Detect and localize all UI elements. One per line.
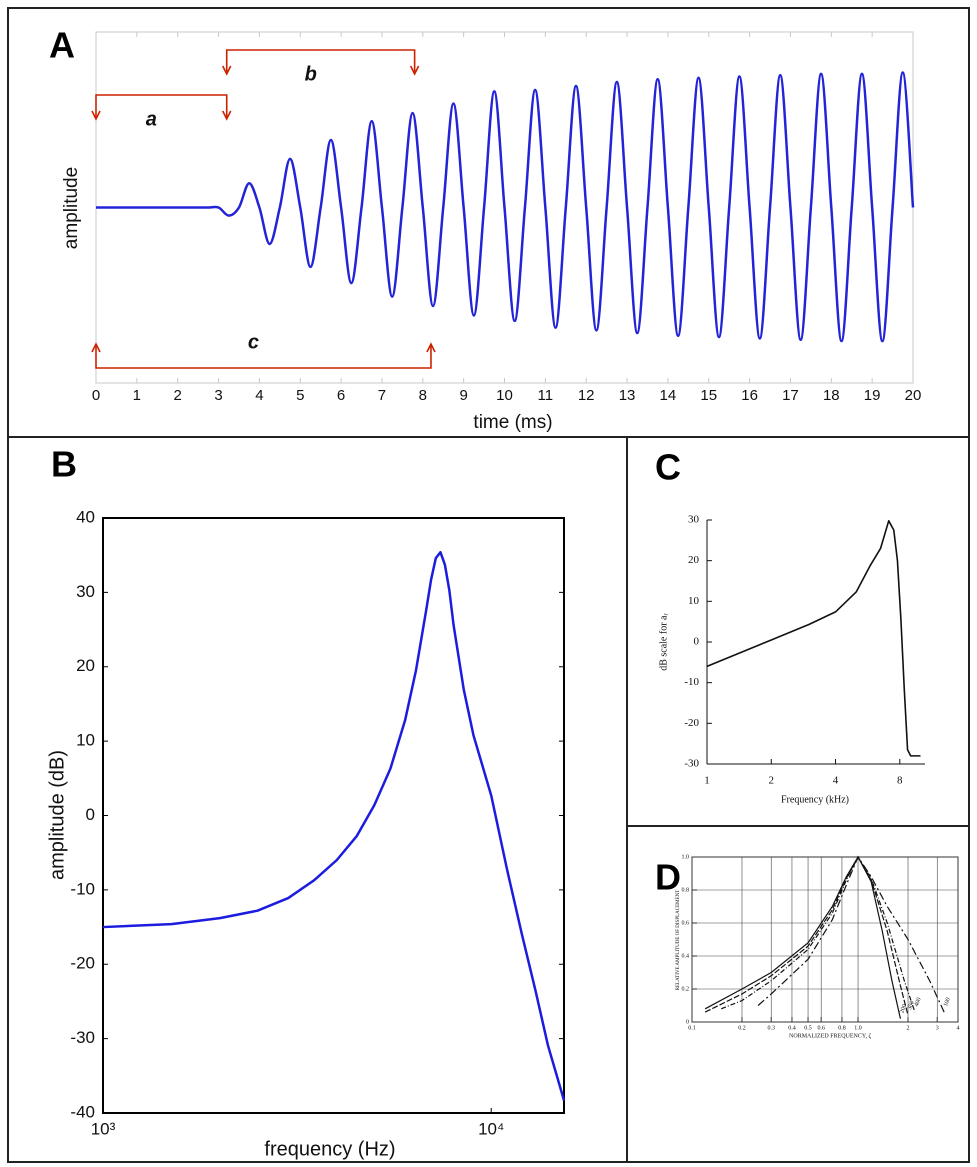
x-tick-label: 5 (296, 387, 304, 404)
x-tick-label: 2 (769, 775, 775, 787)
x-tick-label: 20 (905, 387, 922, 404)
y-tick-label: 40 (76, 507, 95, 526)
x-tick-label: 14 (660, 387, 677, 404)
y-tick-label: -10 (684, 676, 699, 688)
bracket (95, 344, 432, 369)
data-line (704, 855, 902, 1019)
y-tick-label: 0.2 (682, 986, 690, 992)
y-axis-label: amplitude (dB) (46, 750, 68, 880)
x-tick-label: 19 (864, 387, 881, 404)
y-tick-label: 20 (76, 656, 95, 675)
y-tick-label: 20 (688, 554, 700, 566)
x-tick-label: 11 (538, 387, 554, 404)
arrowhead (222, 110, 232, 121)
x-tick-label: 1.0 (854, 1025, 862, 1031)
data-line (704, 855, 909, 1016)
panel-label: A (49, 25, 75, 66)
annotation-label: b (305, 63, 317, 85)
x-tick-label: 0.1 (688, 1025, 696, 1031)
arrowhead (409, 65, 420, 76)
arrowhead (426, 342, 436, 353)
panel-label: B (51, 444, 77, 485)
x-tick-label: 0.6 (817, 1025, 825, 1031)
y-tick-label: 0 (694, 636, 700, 648)
y-tick-label: -30 (684, 758, 699, 770)
y-tick-label: 0 (686, 1019, 689, 1025)
data-line (757, 855, 945, 1013)
y-tick-label: -40 (70, 1102, 95, 1121)
arrowhead (91, 342, 101, 353)
arrowhead (91, 110, 101, 121)
x-tick-label: 18 (823, 387, 840, 404)
y-tick-label: 0 (86, 805, 95, 824)
x-tick-label: 10⁴ (478, 1119, 504, 1138)
x-tick-label: 10 (496, 387, 513, 404)
y-tick-label: 0.6 (682, 920, 690, 926)
x-axis-label: time (ms) (473, 412, 552, 433)
arrowhead (222, 65, 232, 76)
data-line (102, 550, 566, 1101)
x-tick-label: 10³ (91, 1119, 116, 1138)
x-tick-label: 1 (133, 387, 141, 404)
x-tick-label: 8 (897, 775, 903, 787)
plot-frame (691, 856, 959, 1023)
x-tick-label: 17 (782, 387, 799, 404)
y-tick-label: -30 (70, 1028, 95, 1047)
y-tick-label: -20 (70, 954, 95, 973)
x-tick-label: 12 (578, 387, 595, 404)
x-tick-label: 9 (459, 387, 467, 404)
x-axis-label: NORMALIZED FREQUENCY, ζ (789, 1032, 871, 1039)
x-tick-label: 0.2 (738, 1025, 746, 1031)
x-tick-label: 2 (174, 387, 182, 404)
y-axis-label: dB scale for aᵣ (658, 613, 669, 671)
panel-label: C (655, 447, 681, 488)
y-tick-label: 10 (688, 595, 700, 607)
data-line (96, 71, 915, 343)
x-axis-label: Frequency (kHz) (781, 794, 849, 805)
outer-border (7, 7, 970, 1163)
curve-label: 300 (907, 1000, 916, 1011)
y-tick-label: 10 (76, 731, 95, 750)
x-tick-label: 8 (419, 387, 427, 404)
x-axis-label: frequency (Hz) (264, 1138, 395, 1160)
x-tick-label: 15 (700, 387, 717, 404)
annotation-label: a (146, 108, 157, 130)
bracket (95, 94, 228, 119)
x-tick-label: 4 (957, 1025, 960, 1031)
x-tick-label: 0 (92, 387, 100, 404)
x-tick-label: 0.5 (804, 1025, 812, 1031)
data-line (706, 520, 921, 757)
y-tick-label: 30 (76, 582, 95, 601)
annotation-label: c (248, 331, 259, 353)
y-tick-label: 0.8 (682, 887, 690, 893)
x-tick-label: 2 (907, 1025, 910, 1031)
y-tick-label: 0.4 (682, 953, 690, 959)
x-tick-label: 3 (936, 1025, 939, 1031)
x-tick-label: 16 (741, 387, 758, 404)
y-axis-label: RELATIVE AMPLITUDE OF DISPLACEMENT (676, 890, 681, 991)
x-tick-label: 3 (214, 387, 222, 404)
x-tick-label: 7 (378, 387, 386, 404)
y-axis-label: amplitude (61, 167, 82, 249)
curve-label: 400 (914, 997, 923, 1008)
bracket (225, 49, 416, 74)
y-tick-label: -20 (684, 717, 699, 729)
curve-label: 100 (943, 997, 952, 1008)
x-tick-label: 6 (337, 387, 345, 404)
y-tick-label: -10 (70, 879, 95, 898)
x-tick-label: 0.4 (788, 1025, 796, 1031)
y-tick-label: 1.0 (682, 854, 690, 860)
x-tick-label: 4 (255, 387, 263, 404)
x-tick-label: 0.3 (767, 1025, 775, 1031)
panel-label: D (655, 857, 681, 898)
x-tick-label: 0.8 (838, 1025, 846, 1031)
curve-label: 200 (899, 1004, 908, 1015)
y-tick-label: 30 (688, 514, 700, 526)
x-tick-label: 13 (619, 387, 636, 404)
x-tick-label: 1 (704, 775, 710, 787)
x-tick-label: 4 (833, 775, 839, 787)
data-line (721, 855, 916, 1013)
